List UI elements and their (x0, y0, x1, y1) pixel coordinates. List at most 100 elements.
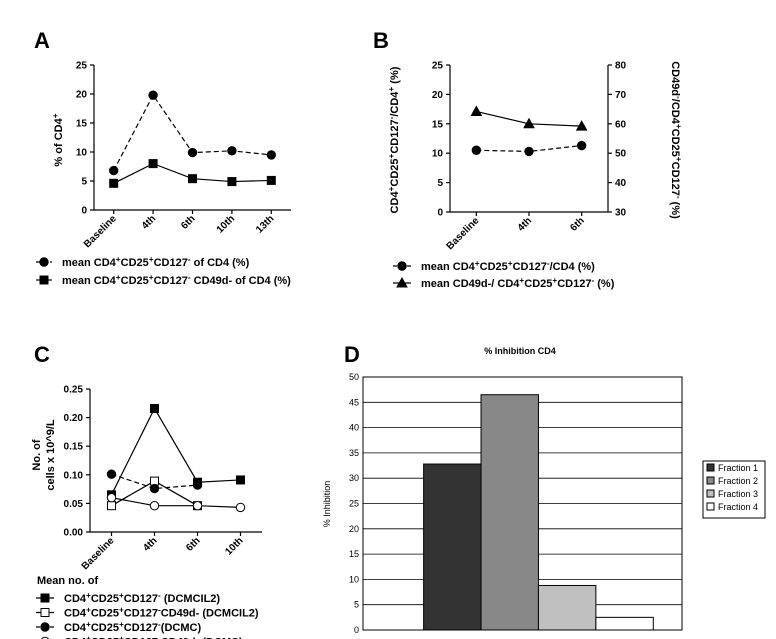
chart-a-series-0-point (227, 146, 237, 156)
chart-a-y-label: % of CD4+ (51, 113, 65, 166)
chart-d-legend-swatch (706, 476, 715, 485)
label-part: + (119, 606, 124, 615)
chart-a-legend-marker (39, 275, 49, 285)
label-part: + (674, 157, 683, 162)
label-part: CD25 (91, 593, 119, 605)
chart-b-series-0-point (524, 146, 534, 157)
chart-a-legend-label: mean CD4+CD25+CD127- CD49d- of CD4 (%) (62, 273, 291, 287)
chart-b-y-tick-label: 10 (432, 149, 444, 160)
label-part: CD127 (124, 622, 158, 634)
chart-c-legend-label: CD4+CD25+CD127-CD49d- (DCMCIL2) (64, 606, 259, 620)
panel-letter-c: C (34, 342, 50, 367)
chart-d-y-label: % Inhibition (322, 481, 332, 528)
chart-b-legend-label: mean CD4+CD25+CD127-/CD4 (%) (421, 259, 595, 273)
label-part: + (86, 635, 91, 639)
label-part: + (51, 113, 60, 118)
label-part: % of CD4 (53, 117, 65, 166)
chart-a-series-1-point (148, 159, 158, 169)
chart-c-series-3-point (149, 500, 160, 511)
label-part: CD4 (389, 191, 401, 214)
chart-c-series-3-point (192, 500, 203, 511)
label-part: (DCMCIL2) (161, 593, 221, 605)
chart-d-y-tick-label: 15 (349, 549, 359, 559)
chart-c-y-tick-label: 0.25 (64, 385, 84, 396)
label-part: CD127 (389, 119, 401, 153)
chart-a-y-tick-label: 0 (81, 206, 87, 217)
label-part: + (475, 259, 480, 268)
label-part: + (387, 186, 396, 191)
chart-d-bar-1 (423, 463, 482, 631)
chart-c-legend-title: Mean no. of (37, 575, 98, 587)
label-part: CD25 (480, 261, 508, 273)
label-part: + (119, 591, 124, 600)
label-part: - (158, 635, 161, 639)
chart-a-x-tick-label: 13th (254, 213, 276, 235)
chart-b-y-tick-label: 15 (432, 119, 444, 130)
label-part: + (119, 620, 124, 629)
label-part: + (674, 124, 683, 129)
label-part: CD4 (64, 637, 87, 639)
chart-c-series-2-line (111, 473, 198, 490)
chart-a-y-tick-label: 15 (76, 119, 88, 130)
chart-c-legend-label: CD4+CD25+CD127- (DCMCIL2) (64, 591, 220, 605)
label-part: - (387, 116, 396, 119)
label-part: /CD4 (669, 99, 681, 125)
chart-c-y-label-2: cells x 10^9/L (45, 419, 57, 491)
chart-b-right-y-tick-label: 60 (615, 119, 627, 130)
chart-c-series-2-point (106, 469, 117, 479)
chart-a-y-tick-label: 10 (76, 148, 88, 159)
chart-b-series-1-point (575, 120, 588, 131)
chart-a-series-1-point (227, 177, 237, 187)
chart-b-series-0-point (471, 145, 482, 155)
label-part: CD127 (124, 593, 158, 605)
label-part: CD49d- of CD4 (%) (191, 275, 292, 287)
label-part: CD4 (64, 622, 87, 634)
label-part: - (591, 276, 594, 285)
chart-b-right-y-tick-label: 70 (615, 90, 627, 101)
chart-b-y-label-left: CD4+CD25+CD127-/CD4+ (%) (387, 66, 401, 213)
label-part: CD25 (524, 278, 552, 290)
chart-b-y-tick-label: 5 (437, 178, 443, 189)
chart-b-series-1-point (470, 105, 483, 116)
chart-b-right-y-tick-label: 30 (615, 208, 627, 219)
label-part: CD4 (64, 593, 87, 605)
chart-b-y-tick-label: 20 (432, 90, 444, 101)
chart-c-legend-label: CD4+CD25+CD127-(DCMC) (64, 620, 201, 634)
chart-c: 0.00 0.05 0.10 0.15 0.20 0.25 Baseline 4th 6th 10… (31, 385, 262, 639)
label-part: - (674, 96, 683, 99)
label-part: + (86, 591, 91, 600)
chart-c-x-tick-label: Baseline (80, 535, 117, 572)
label-part: + (508, 259, 513, 268)
chart-b-right-y-tick-label: 40 (615, 178, 627, 189)
label-part: - (188, 255, 191, 264)
chart-c-y-tick-label: 0.20 (64, 413, 84, 424)
chart-d-bar-3 (537, 584, 597, 631)
label-part: + (149, 273, 154, 282)
chart-d: % Inhibition CD4 0 5 10 15 20 25 30 35 40 45 50 % I… (322, 346, 766, 635)
chart-c-y-label-1: No. of (31, 439, 43, 470)
label-part: CD25 (121, 257, 149, 269)
chart-a-series-0-point (148, 90, 158, 100)
chart-c-legend-marker (40, 593, 50, 603)
chart-d-legend-label: Fraction 3 (718, 489, 758, 499)
label-part: CD127 (124, 637, 158, 639)
chart-b-legend-marker (397, 261, 407, 271)
label-part: - (158, 620, 161, 629)
chart-d-legend-swatch (706, 502, 715, 511)
chart-b-y-label-right: CD49d-/CD4+CD25+CD127- (%) (669, 61, 683, 219)
label-part: mean CD4 (62, 257, 117, 269)
label-part: CD25 (669, 129, 681, 157)
chart-d-legend-swatch (706, 489, 715, 498)
label-part: + (116, 255, 121, 264)
chart-c-x-tick-label: 6th (184, 535, 202, 553)
chart-c-y-tick-label: 0.00 (64, 528, 84, 539)
label-part: + (149, 255, 154, 264)
label-part: CD25 (91, 622, 119, 634)
chart-b-right-y-tick-label: 80 (615, 61, 627, 72)
label-part: CD49d (669, 61, 681, 96)
chart-c-legend-marker (40, 622, 50, 632)
chart-d-y-tick-label: 35 (349, 448, 359, 458)
chart-a-series-0-line (113, 93, 272, 171)
label-part: - (547, 259, 550, 268)
